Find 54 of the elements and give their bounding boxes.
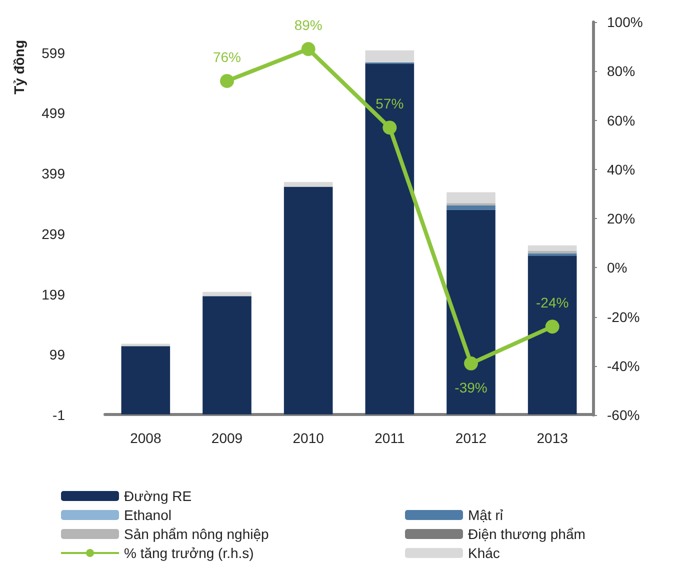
point	[545, 320, 560, 334]
bar	[528, 256, 577, 414]
x-tick-label: 2011	[374, 430, 405, 446]
bar	[284, 186, 333, 414]
y2-tick-label: 0%	[607, 260, 628, 276]
y2-tick-label: -60%	[607, 407, 640, 423]
data-label: -24%	[536, 294, 569, 311]
x-tick-label: 2009	[211, 430, 243, 446]
y2-tick-label: 60%	[607, 112, 636, 128]
bar	[365, 50, 414, 62]
bar	[202, 292, 252, 296]
x-tick-label: 2012	[455, 430, 487, 446]
y-tick-label: 499	[42, 105, 66, 122]
data-label: 89%	[294, 17, 322, 34]
y2-tick-label: -40%	[607, 358, 640, 374]
point	[301, 42, 316, 56]
legend-label: Đường RE	[124, 488, 192, 504]
data-label: 57%	[376, 96, 404, 112]
y-axis-title: Tỷ đồng	[11, 40, 27, 94]
y2-tick-label: 100%	[607, 14, 643, 30]
bar	[446, 203, 496, 206]
bar	[202, 296, 252, 414]
y-tick-label: 99	[49, 346, 66, 363]
legend-label: Mật rỉ	[468, 507, 504, 523]
x-tick-label: 2013	[536, 430, 568, 446]
bar	[365, 64, 414, 414]
point	[464, 356, 478, 370]
y-tick-label: 599	[42, 44, 66, 61]
y-tick-label: 299	[42, 226, 66, 242]
y2-tick-label: -20%	[607, 308, 640, 325]
y-tick-label: -1	[52, 407, 66, 423]
y2-tick-label: 80%	[607, 63, 636, 80]
legend-label: Khác	[468, 545, 500, 561]
y2-tick-label: 20%	[607, 210, 636, 226]
x-tick-label: 2010	[292, 430, 324, 446]
legend-label: Điện thương phẩm	[468, 526, 586, 542]
bar	[446, 206, 496, 210]
y2-tick-label: 40%	[607, 161, 636, 178]
bar	[446, 210, 496, 414]
legend-label: % tăng trưởng (r.h.s)	[124, 545, 254, 561]
point	[220, 74, 234, 88]
data-label: -39%	[454, 379, 488, 396]
legend-label: Ethanol	[124, 507, 172, 523]
bar	[121, 346, 170, 414]
bar	[284, 182, 333, 187]
data-label: 76%	[212, 48, 242, 65]
x-tick-label: 2008	[130, 430, 162, 446]
y-tick-label: 399	[42, 166, 66, 182]
bar	[528, 253, 577, 256]
y-tick-label: 199	[42, 286, 66, 302]
legend-label: Sản phẩm nông nghiệp	[124, 526, 269, 542]
point	[382, 120, 397, 135]
bar	[528, 245, 577, 251]
bar	[446, 192, 496, 204]
